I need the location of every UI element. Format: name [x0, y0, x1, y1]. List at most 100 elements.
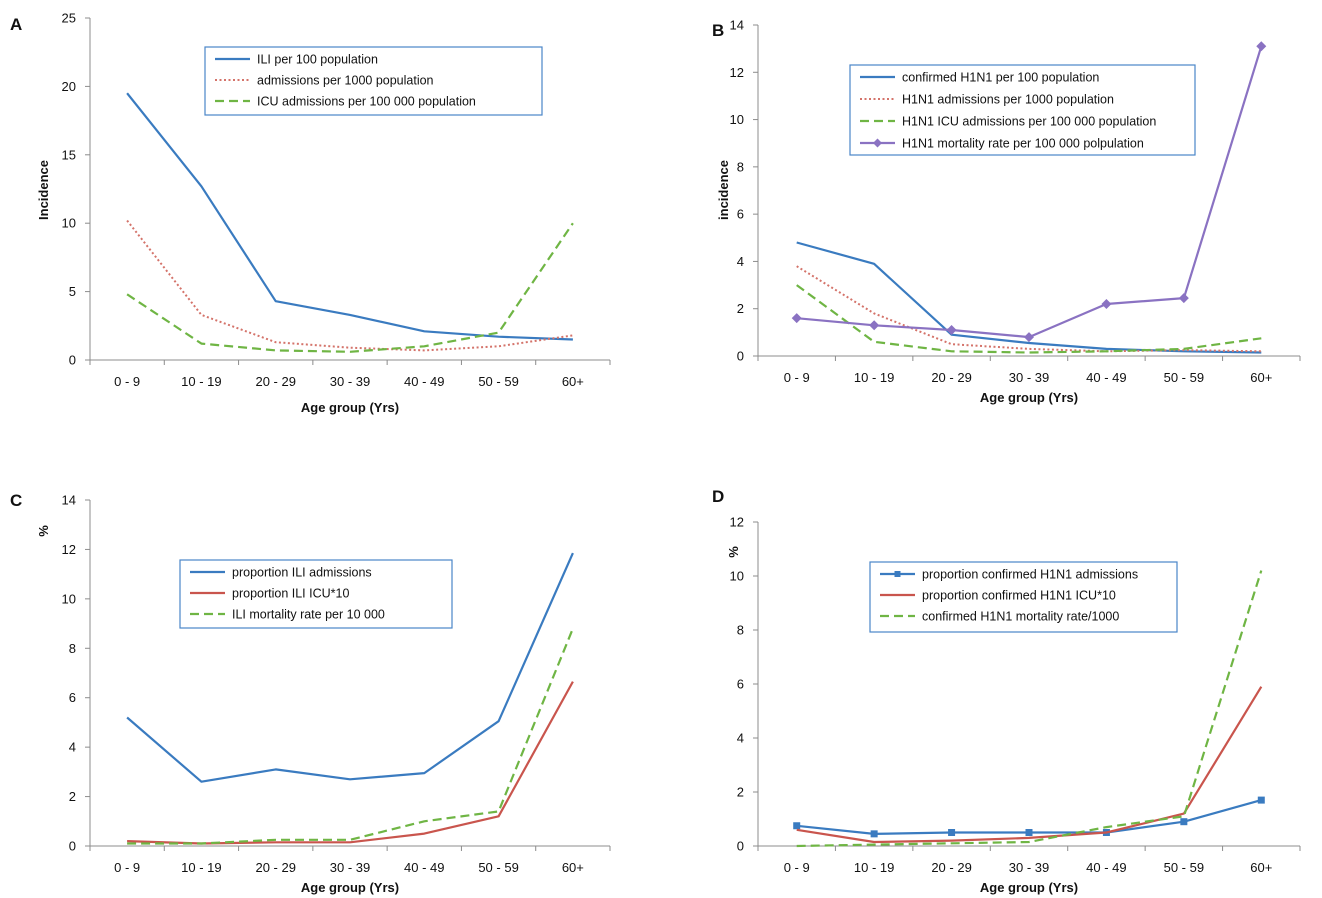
data-point — [946, 324, 957, 335]
series-line — [796, 799, 1262, 836]
x-tick-label: 60+ — [562, 374, 584, 389]
y-tick-label: 20 — [62, 79, 76, 94]
series-line — [796, 284, 1262, 354]
data-point — [793, 822, 801, 830]
y-tick-label: 2 — [737, 301, 744, 316]
y-tick-label: 14 — [62, 493, 76, 508]
y-axis-title: incidence — [716, 160, 731, 220]
data-point — [1025, 829, 1033, 836]
x-tick-label: 50 - 59 — [478, 374, 518, 389]
legend-label: ILI per 100 population — [257, 53, 378, 67]
x-axis-title: Age group (Yrs) — [301, 880, 399, 895]
chart-panel-c: C 0 2 4 6 8 10 12 14 0 - 9 10 - 19 20 - 29 30 - 39 40… — [10, 491, 611, 895]
y-tick-label: 0 — [69, 353, 76, 368]
y-tick-label: 8 — [69, 641, 76, 656]
data-point — [1257, 796, 1265, 804]
panel-letter: C — [10, 491, 22, 510]
x-tick-label: 40 - 49 — [1086, 860, 1126, 875]
series-line — [126, 92, 573, 341]
y-tick-label: 25 — [62, 11, 76, 26]
y-tick-label: 8 — [737, 159, 744, 174]
x-axis-title: Age group (Yrs) — [980, 390, 1078, 405]
x-tick-label: 0 - 9 — [784, 860, 810, 875]
legend-box — [204, 46, 543, 116]
x-tick-label: 0 - 9 — [114, 860, 140, 875]
x-tick-label: 20 - 29 — [931, 370, 971, 385]
chart-panel-d: D 0 2 4 6 8 10 12 0 - 9 10 - 19 20 - 29 30 - 39 40 -… — [712, 487, 1301, 895]
x-tick-label: 50 - 59 — [1164, 370, 1204, 385]
x-tick-label: 40 - 49 — [404, 374, 444, 389]
data-point — [948, 829, 956, 836]
x-tick-label: 30 - 39 — [1009, 370, 1049, 385]
legend: proportion ILI admissions proportion ILI … — [179, 559, 453, 629]
legend: proportion confirmed H1N1 admissions prop… — [869, 561, 1178, 633]
x-tick-label: 0 - 9 — [784, 370, 810, 385]
series-h1n1-admissions-per-1000-population — [796, 265, 1262, 353]
data-point — [791, 313, 802, 324]
series-line — [126, 552, 574, 783]
legend: ILI per 100 population admissions per 100… — [204, 46, 543, 116]
series-proportion-confirmed-h1n1-icu-10 — [796, 686, 1263, 844]
y-tick-label: 12 — [730, 515, 744, 530]
y-tick-label: 4 — [737, 254, 744, 269]
x-tick-label: 10 - 19 — [854, 860, 894, 875]
legend-box — [869, 561, 1178, 633]
y-tick-label: 6 — [737, 207, 744, 222]
y-axis-title: % — [36, 525, 51, 537]
x-axis-title: Age group (Yrs) — [980, 880, 1078, 895]
series-admissions-per-1000-population — [126, 219, 574, 352]
legend-label: confirmed H1N1 mortality rate/1000 — [922, 610, 1119, 624]
legend-label: H1N1 mortality rate per 100 000 polpulat… — [902, 137, 1144, 151]
chart-panel-a: A 0 5 10 15 20 25 0 - 9 10 - 19 20 - 29 30 - 39 40 … — [10, 11, 611, 415]
x-tick-label: 40 - 49 — [1086, 370, 1126, 385]
x-tick-label: 0 - 9 — [114, 374, 140, 389]
x-tick-label: 10 - 19 — [854, 370, 894, 385]
data-point — [1178, 293, 1189, 304]
x-tick-label: 20 - 29 — [255, 860, 295, 875]
y-tick-label: 0 — [737, 839, 744, 854]
y-axis-title: Incidence — [36, 160, 51, 220]
legend-label: ILI mortality rate per 10 000 — [232, 608, 385, 622]
y-tick-label: 10 — [730, 569, 744, 584]
series-line — [796, 241, 1262, 354]
series-line — [127, 628, 574, 845]
series-icu-admissions-per-100-000-population — [126, 222, 574, 353]
x-tick-label: 50 - 59 — [478, 860, 518, 875]
legend-label: proportion confirmed H1N1 ICU*10 — [922, 589, 1116, 603]
x-tick-label: 60+ — [562, 860, 584, 875]
legend-label: ICU admissions per 100 000 population — [257, 95, 476, 109]
data-point — [870, 830, 878, 838]
panel-letter: A — [10, 15, 22, 34]
series-h1n1-mortality-rate-per-100-000-polpulation — [791, 41, 1267, 343]
chart-panel-b: B 0 2 4 6 8 10 12 14 0 - 9 10 - 19 20 - 29 30 - 39 40… — [712, 18, 1301, 405]
x-axis-title: Age group (Yrs) — [301, 400, 399, 415]
legend: confirmed H1N1 per 100 population H1N1 ad… — [849, 64, 1196, 156]
series-ili-mortality-rate-per-10-000 — [127, 628, 574, 845]
data-point — [1256, 41, 1267, 52]
legend-box — [849, 64, 1196, 156]
data-point — [869, 320, 880, 331]
x-tick-label: 60+ — [1250, 860, 1272, 875]
panel-letter: B — [712, 21, 724, 40]
legend-label: confirmed H1N1 per 100 population — [902, 71, 1099, 85]
series-confirmed-h1n1-per-100-population — [796, 241, 1262, 354]
x-tick-label: 30 - 39 — [330, 374, 370, 389]
y-tick-label: 6 — [737, 677, 744, 692]
y-axis-title: % — [726, 546, 741, 558]
y-tick-label: 10 — [62, 216, 76, 231]
y-tick-label: 5 — [69, 284, 76, 299]
legend-label: H1N1 admissions per 1000 population — [902, 93, 1114, 107]
legend-label: H1N1 ICU admissions per 100 000 populati… — [902, 115, 1156, 129]
series-confirmed-h1n1-mortality-rate-1000 — [796, 570, 1263, 848]
x-tick-label: 40 - 49 — [404, 860, 444, 875]
y-tick-label: 15 — [62, 147, 76, 162]
y-tick-label: 6 — [69, 690, 76, 705]
data-point — [1024, 332, 1034, 343]
x-tick-label: 60+ — [1250, 370, 1272, 385]
x-tick-label: 30 - 39 — [330, 860, 370, 875]
x-tick-label: 10 - 19 — [181, 374, 221, 389]
series-h1n1-icu-admissions-per-100-000-population — [796, 284, 1262, 354]
y-tick-label: 8 — [737, 623, 744, 638]
x-tick-label: 20 - 29 — [931, 860, 971, 875]
